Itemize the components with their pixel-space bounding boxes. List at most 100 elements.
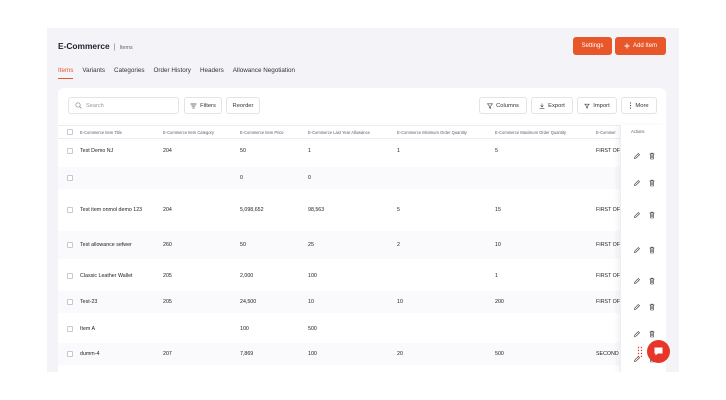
cell-extra: FIRST OF xyxy=(596,273,621,279)
cell-title: Classic Leather Wallet xyxy=(80,273,133,279)
table-row[interactable]: Test item onmol demo 123 204 5,098,652 98,5… xyxy=(58,195,620,225)
reorder-button-label: Reorder xyxy=(232,102,254,109)
column-header-category[interactable]: E-Commerce Item Category xyxy=(163,130,214,135)
settings-button[interactable]: Settings xyxy=(573,37,612,55)
column-header-truncated[interactable]: E-Commer xyxy=(596,130,616,135)
row-checkbox[interactable] xyxy=(67,299,73,305)
cell-category: 260 xyxy=(163,242,172,248)
title-separator: | xyxy=(113,44,116,51)
table-header: E-Commerce Item Title E-Commerce Item Ca… xyxy=(58,125,666,139)
cell-price: 100 xyxy=(240,326,249,332)
row-checkbox[interactable] xyxy=(67,351,73,357)
funnel-icon xyxy=(487,103,494,109)
page-header: E-Commerce | Items xyxy=(58,41,133,51)
cell-allowance: 25 xyxy=(308,242,314,248)
import-icon xyxy=(584,103,591,109)
cell-category: 205 xyxy=(163,273,172,279)
import-button[interactable]: Import xyxy=(577,97,617,114)
chat-button[interactable] xyxy=(647,340,670,363)
delete-trash-icon[interactable] xyxy=(648,325,656,338)
table-row[interactable]: Test-23 205 24,500 10 10 200 FIRST OF xyxy=(58,291,620,313)
column-header-min-order-qty[interactable]: E-Commerce Minimum Order Quantity xyxy=(397,130,467,135)
tab-categories[interactable]: Categories xyxy=(114,67,145,74)
tab-variants[interactable]: Variants xyxy=(82,67,106,74)
edit-pencil-icon[interactable] xyxy=(633,206,641,218)
cell-allowance: 100 xyxy=(308,351,317,357)
table-row[interactable]: Test Demo NJ 204 50 1 1 5 FIRST OF xyxy=(58,139,620,163)
delete-trash-icon[interactable] xyxy=(648,298,656,311)
delete-trash-icon[interactable] xyxy=(648,206,656,219)
search-input[interactable] xyxy=(86,102,166,109)
cell-title: Test Demo NJ xyxy=(80,148,114,154)
delete-trash-icon[interactable] xyxy=(648,147,656,160)
table-row[interactable]: dumm-4 207 7,869 100 20 500 SECOND xyxy=(58,343,620,365)
search-box[interactable] xyxy=(68,97,179,114)
tab-allowance-negotiation[interactable]: Allowance Negotiation xyxy=(232,67,296,74)
column-header-last-year-allowance[interactable]: E-Commerce Last Year Allowance xyxy=(308,130,370,135)
cell-title: Test allowance sefwer xyxy=(80,242,132,248)
select-all-checkbox[interactable] xyxy=(67,129,73,135)
cell-allowance: 0 xyxy=(308,175,311,181)
more-button[interactable]: More xyxy=(621,97,657,114)
edit-pencil-icon[interactable] xyxy=(633,298,641,310)
cell-category: 204 xyxy=(163,148,172,154)
cell-title: Test item onmol demo 123 xyxy=(80,207,143,213)
edit-pencil-icon[interactable] xyxy=(633,325,641,337)
edit-pencil-icon[interactable] xyxy=(633,147,641,159)
cell-price: 2,000 xyxy=(240,273,254,279)
search-icon xyxy=(75,102,82,109)
columns-button[interactable]: Columns xyxy=(479,97,527,114)
edit-pencil-icon[interactable] xyxy=(633,241,641,253)
add-item-button-label: Add Item xyxy=(632,43,657,49)
column-header-title[interactable]: E-Commerce Item Title xyxy=(80,130,122,135)
cell-price: 5,098,652 xyxy=(240,207,264,213)
row-checkbox[interactable] xyxy=(67,326,73,332)
table-row[interactable]: Item A 100 500 xyxy=(58,319,620,339)
delete-trash-icon[interactable] xyxy=(648,241,656,254)
row-checkbox[interactable] xyxy=(67,242,73,248)
cell-extra: FIRST OF xyxy=(596,242,621,248)
cell-min-qty: 1 xyxy=(397,148,400,154)
tab-order-history[interactable]: Order History xyxy=(153,67,191,74)
row-checkbox[interactable] xyxy=(67,207,73,213)
vertical-dots-icon xyxy=(629,102,632,109)
more-button-label: More xyxy=(635,102,649,109)
row-checkbox[interactable] xyxy=(67,175,73,181)
cell-max-qty: 1 xyxy=(495,273,498,279)
column-header-max-order-qty[interactable]: E-Commerce Maximum Order Quantity xyxy=(495,130,566,135)
cell-min-qty: 2 xyxy=(397,242,400,248)
actions-header: Actions xyxy=(631,129,645,134)
tab-items[interactable]: Items xyxy=(58,67,74,79)
cell-allowance: 1 xyxy=(308,148,311,154)
add-item-button[interactable]: Add Item xyxy=(615,37,666,55)
cell-title: Test-23 xyxy=(80,299,98,305)
cell-max-qty: 15 xyxy=(495,207,501,213)
filters-button[interactable]: Filters xyxy=(184,97,222,114)
edit-pencil-icon[interactable] xyxy=(633,350,641,362)
edit-pencil-icon[interactable] xyxy=(633,174,641,186)
chat-bubble-icon xyxy=(653,346,664,357)
export-button[interactable]: Export xyxy=(531,97,573,114)
cell-allowance: 10 xyxy=(308,299,314,305)
delete-trash-icon[interactable] xyxy=(648,174,656,187)
cell-price: 50 xyxy=(240,148,246,154)
cell-price: 7,869 xyxy=(240,351,254,357)
cell-price: 0 xyxy=(240,175,243,181)
drag-handle-icon[interactable] xyxy=(637,345,643,358)
items-table-card: Filters Reorder Columns Export Import xyxy=(58,88,666,372)
download-icon xyxy=(539,103,545,109)
filters-button-label: Filters xyxy=(200,102,216,109)
row-checkbox[interactable] xyxy=(67,148,73,154)
row-checkbox[interactable] xyxy=(67,273,73,279)
import-button-label: Import xyxy=(593,102,610,109)
table-row[interactable]: Classic Leather Wallet 205 2,000 100 1 FIRST … xyxy=(58,265,620,287)
table-row[interactable]: Test allowance sefwer 260 50 25 2 10 FIRST OF xyxy=(58,231,620,259)
breadcrumb-subtitle: Items xyxy=(119,45,133,51)
delete-trash-icon[interactable] xyxy=(648,272,656,285)
edit-pencil-icon[interactable] xyxy=(633,272,641,284)
column-header-price[interactable]: E-Commerce Item Price xyxy=(240,130,284,135)
tab-headers[interactable]: Headers xyxy=(199,67,224,74)
cell-max-qty: 500 xyxy=(495,351,504,357)
reorder-button[interactable]: Reorder xyxy=(226,97,260,114)
